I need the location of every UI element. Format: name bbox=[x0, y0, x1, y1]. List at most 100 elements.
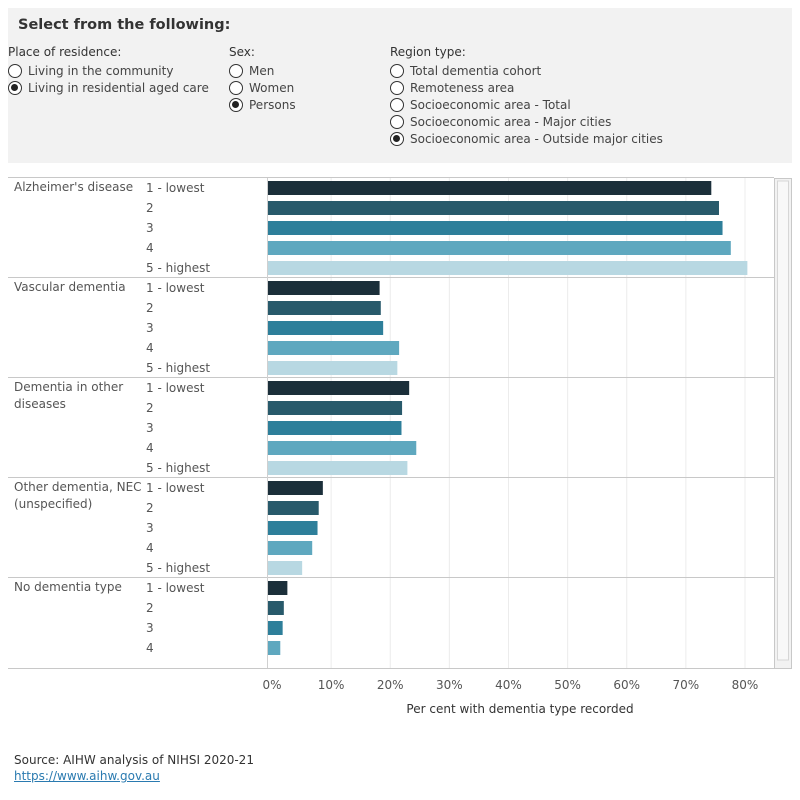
option-label: Women bbox=[249, 80, 295, 95]
subcategory-label: 5 - highest bbox=[146, 261, 210, 275]
x-tick-label: 80% bbox=[732, 678, 759, 692]
bar[interactable] bbox=[268, 601, 284, 615]
option-label: Living in the community bbox=[28, 63, 174, 78]
sex-option-women[interactable]: Women bbox=[229, 79, 296, 96]
subcategory-label: 4 bbox=[146, 641, 154, 655]
place-option-community[interactable]: Living in the community bbox=[8, 62, 209, 79]
x-tick-label: 50% bbox=[554, 678, 581, 692]
bar[interactable] bbox=[268, 321, 384, 335]
sex-filter-label: Sex: bbox=[229, 45, 255, 59]
source-note: Source: AIHW analysis of NIHSI 2020-21 bbox=[14, 753, 254, 767]
bar[interactable] bbox=[268, 201, 719, 215]
bar[interactable] bbox=[268, 461, 408, 475]
place-option-residential[interactable]: Living in residential aged care bbox=[8, 79, 209, 96]
bar[interactable] bbox=[268, 561, 303, 575]
option-label: Remoteness area bbox=[410, 80, 515, 95]
bar[interactable] bbox=[268, 621, 283, 635]
region-option-socio-total[interactable]: Socioeconomic area - Total bbox=[390, 96, 663, 113]
bar[interactable] bbox=[268, 241, 731, 255]
bar[interactable] bbox=[268, 501, 319, 515]
bar[interactable] bbox=[268, 581, 288, 595]
x-tick-label: 20% bbox=[377, 678, 404, 692]
option-label: Living in residential aged care bbox=[28, 80, 209, 95]
bar[interactable] bbox=[268, 481, 323, 495]
bar[interactable] bbox=[268, 281, 380, 295]
region-option-total-cohort[interactable]: Total dementia cohort bbox=[390, 62, 663, 79]
filter-title: Select from the following: bbox=[18, 17, 231, 33]
group-label-line: diseases bbox=[14, 397, 66, 411]
subcategory-label: 2 bbox=[146, 601, 154, 615]
region-type-filter: Region type: Total dementia cohort Remot… bbox=[390, 45, 663, 147]
scrollbar-thumb[interactable] bbox=[777, 180, 789, 661]
subcategory-label: 1 - lowest bbox=[146, 381, 205, 395]
group-label: Vascular dementia bbox=[14, 280, 126, 294]
subcategory-label: 2 bbox=[146, 401, 154, 415]
subcategory-label: 1 - lowest bbox=[146, 281, 205, 295]
group-label: Other dementia, NEC (unspecified) bbox=[14, 480, 142, 511]
region-option-socio-major[interactable]: Socioeconomic area - Major cities bbox=[390, 113, 663, 130]
subcategory-label: 3 bbox=[146, 321, 154, 335]
x-tick-label: 60% bbox=[613, 678, 640, 692]
subcategory-label: 4 bbox=[146, 441, 154, 455]
subcategory-label: 5 - highest bbox=[146, 361, 210, 375]
x-axis-title: Per cent with dementia type recorded bbox=[406, 702, 633, 716]
filter-panel: Select from the following: Place of resi… bbox=[8, 8, 792, 163]
radio-icon bbox=[8, 63, 22, 78]
option-label: Socioeconomic area - Outside major citie… bbox=[410, 131, 663, 146]
place-filter-label: Place of residence: bbox=[8, 45, 122, 59]
group-label-line: No dementia type bbox=[14, 580, 122, 594]
group-label: Dementia in other diseases bbox=[14, 380, 123, 411]
bar[interactable] bbox=[268, 441, 417, 455]
option-label: Total dementia cohort bbox=[410, 63, 542, 78]
group-label-line: Other dementia, NEC bbox=[14, 480, 142, 494]
bar[interactable] bbox=[268, 341, 400, 355]
bar[interactable] bbox=[268, 381, 410, 395]
chart-bars bbox=[268, 181, 748, 655]
bar-chart: Alzheimer's disease 1 - lowest 2 3 4 5 - high… bbox=[0, 177, 800, 716]
bar[interactable] bbox=[268, 401, 403, 415]
group-label-line: Vascular dementia bbox=[14, 280, 126, 294]
x-tick-label: 30% bbox=[436, 678, 463, 692]
radio-icon bbox=[229, 97, 243, 112]
x-tick-label: 0% bbox=[262, 678, 281, 692]
bar[interactable] bbox=[268, 301, 381, 315]
bar[interactable] bbox=[268, 641, 281, 655]
bar[interactable] bbox=[268, 541, 313, 555]
bar[interactable] bbox=[268, 521, 318, 535]
bar[interactable] bbox=[268, 221, 723, 235]
chart-labels: Alzheimer's disease 1 - lowest 2 3 4 5 - high… bbox=[0, 180, 800, 679]
group-label-line: (unspecified) bbox=[14, 497, 92, 511]
x-tick-label: 40% bbox=[495, 678, 522, 692]
bar[interactable] bbox=[268, 421, 402, 435]
chart-gridlines bbox=[8, 177, 774, 668]
radio-icon bbox=[390, 114, 404, 129]
region-option-remoteness[interactable]: Remoteness area bbox=[390, 79, 663, 96]
subcategory-label: 5 - highest bbox=[146, 461, 210, 475]
option-label: Socioeconomic area - Total bbox=[410, 97, 571, 112]
option-label: Socioeconomic area - Major cities bbox=[410, 114, 612, 129]
chart-scrollbar[interactable] bbox=[774, 178, 792, 669]
region-filter-label: Region type: bbox=[390, 45, 466, 59]
group-label: No dementia type bbox=[14, 580, 122, 594]
subcategory-label: 3 bbox=[146, 221, 154, 235]
sex-filter: Sex: Men Women Persons bbox=[229, 45, 296, 113]
bar[interactable] bbox=[268, 361, 398, 375]
bar[interactable] bbox=[268, 261, 748, 275]
clip-mask bbox=[0, 669, 800, 679]
chart-axis: 0% 10% 20% 30% 40% 50% 60% 70% 80% Per cent with … bbox=[8, 668, 774, 716]
place-of-residence-filter: Place of residence: Living in the commun… bbox=[8, 45, 209, 96]
radio-icon bbox=[390, 80, 404, 95]
source-link[interactable]: https://www.aihw.gov.au bbox=[14, 769, 160, 783]
sex-option-men[interactable]: Men bbox=[229, 62, 296, 79]
radio-icon bbox=[390, 131, 404, 146]
bar[interactable] bbox=[268, 181, 712, 195]
sex-option-persons[interactable]: Persons bbox=[229, 96, 296, 113]
radio-icon bbox=[390, 97, 404, 112]
radio-icon bbox=[390, 63, 404, 78]
subcategory-label: 1 - lowest bbox=[146, 481, 205, 495]
subcategory-label: 2 bbox=[146, 301, 154, 315]
region-option-socio-outside[interactable]: Socioeconomic area - Outside major citie… bbox=[390, 130, 663, 147]
subcategory-label: 3 bbox=[146, 421, 154, 435]
subcategory-label: 2 bbox=[146, 501, 154, 515]
radio-icon bbox=[229, 80, 243, 95]
